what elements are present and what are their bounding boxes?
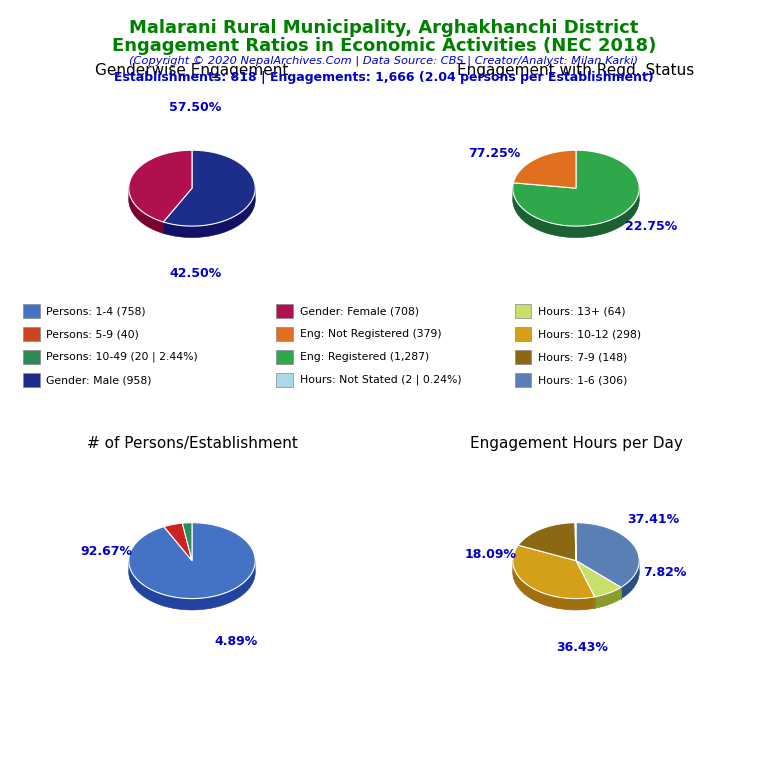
Polygon shape [164,523,192,561]
Text: 37.41%: 37.41% [627,513,679,526]
Polygon shape [513,151,576,188]
Text: 42.50%: 42.50% [169,267,221,280]
Polygon shape [164,151,255,226]
Text: 18.09%: 18.09% [465,548,517,561]
Ellipse shape [129,161,255,237]
Text: Hours: Not Stated (2 | 0.24%): Hours: Not Stated (2 | 0.24%) [300,375,461,386]
Polygon shape [513,545,594,598]
Text: Establishments: 818 | Engagements: 1,666 (2.04 persons per Establishment): Establishments: 818 | Engagements: 1,666… [114,71,654,84]
Polygon shape [129,187,164,233]
Title: Genderwise Engagement: Genderwise Engagement [95,63,289,78]
Ellipse shape [513,161,639,237]
Title: Engagement with Regd. Status: Engagement with Regd. Status [458,63,694,78]
Text: Eng: Not Registered (379): Eng: Not Registered (379) [300,329,441,339]
Text: Hours: 1-6 (306): Hours: 1-6 (306) [538,375,627,386]
Polygon shape [129,561,255,610]
Text: 77.25%: 77.25% [468,147,520,160]
Text: Hours: 10-12 (298): Hours: 10-12 (298) [538,329,641,339]
Polygon shape [513,151,639,226]
Text: Eng: Registered (1,287): Eng: Registered (1,287) [300,352,429,362]
Text: 7.82%: 7.82% [643,565,687,578]
Text: (Copyright © 2020 NepalArchives.Com | Data Source: CBS | Creator/Analyst: Milan : (Copyright © 2020 NepalArchives.Com | Da… [130,55,638,66]
Polygon shape [621,560,639,599]
Polygon shape [576,523,639,588]
Ellipse shape [513,534,639,610]
Text: 92.67%: 92.67% [81,545,133,558]
Text: Hours: 7-9 (148): Hours: 7-9 (148) [538,352,627,362]
Polygon shape [576,561,621,597]
Text: Persons: 1-4 (758): Persons: 1-4 (758) [46,306,146,316]
Text: Persons: 10-49 (20 | 2.44%): Persons: 10-49 (20 | 2.44%) [46,352,198,362]
Polygon shape [182,523,192,561]
Text: 4.89%: 4.89% [214,635,258,648]
Polygon shape [518,523,576,561]
Polygon shape [513,187,639,237]
Text: Malarani Rural Municipality, Arghakhanchi District: Malarani Rural Municipality, Arghakhanch… [129,19,639,37]
Title: # of Persons/Establishment: # of Persons/Establishment [87,435,297,451]
Text: Hours: 13+ (64): Hours: 13+ (64) [538,306,625,316]
Text: Gender: Female (708): Gender: Female (708) [300,306,419,316]
Polygon shape [513,560,594,610]
Polygon shape [129,151,192,222]
Polygon shape [129,523,255,598]
Text: Persons: 5-9 (40): Persons: 5-9 (40) [46,329,139,339]
Text: 22.75%: 22.75% [624,220,677,233]
Ellipse shape [129,534,255,610]
Polygon shape [575,523,576,561]
Title: Engagement Hours per Day: Engagement Hours per Day [469,435,683,451]
Polygon shape [164,187,255,237]
Text: 57.50%: 57.50% [169,101,221,114]
Text: 36.43%: 36.43% [556,641,608,654]
Text: Gender: Male (958): Gender: Male (958) [46,375,151,386]
Text: Engagement Ratios in Economic Activities (NEC 2018): Engagement Ratios in Economic Activities… [112,37,656,55]
Polygon shape [594,588,621,608]
